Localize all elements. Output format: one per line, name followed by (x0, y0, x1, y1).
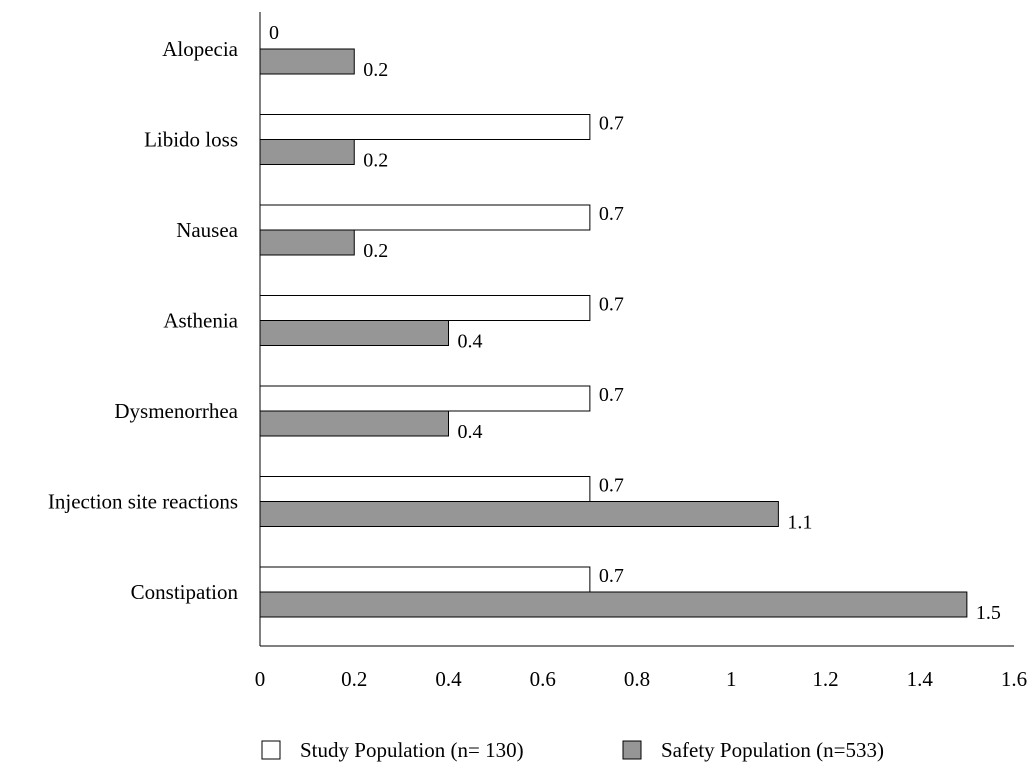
bar-constipation-series-1 (259, 566, 591, 593)
bar-label-injection-site-reactions-series-2: 1.1 (787, 512, 812, 534)
bar-label-alopecia-series-2: 0.2 (363, 59, 388, 81)
x-tick-label-6: 1.2 (812, 667, 838, 691)
category-label-constipation: Constipation (131, 580, 239, 604)
legend-swatch-series-1 (261, 740, 281, 760)
bar-label-nausea-series-1: 0.7 (599, 203, 624, 225)
category-label-alopecia: Alopecia (162, 37, 238, 61)
bar-constipation-series-2 (259, 591, 968, 618)
legend: Study Population (n= 130) Safety Populati… (261, 738, 884, 762)
bar-dysmenorrhea-series-2 (259, 410, 449, 437)
bars-layer (259, 48, 968, 618)
bar-asthenia-series-1 (259, 295, 591, 321)
category-label-dysmenorrhea: Dysmenorrhea (114, 399, 238, 423)
bar-label-asthenia-series-1: 0.7 (599, 294, 624, 316)
category-label-libido-loss: Libido loss (144, 128, 238, 152)
bar-nausea-series-1 (259, 204, 591, 231)
bar-label-constipation-series-2: 1.5 (976, 602, 1001, 624)
category-label-asthenia: Asthenia (163, 309, 238, 333)
bar-label-libido-loss-series-1: 0.7 (599, 113, 624, 135)
bar-label-nausea-series-2: 0.2 (363, 240, 388, 262)
x-tick-label-1: 0.2 (341, 667, 367, 691)
bar-label-alopecia-series-1: 0 (269, 22, 279, 44)
x-tick-labels-layer: 0 0.2 0.4 0.6 0.8 1 1.2 1.4 1.6 (255, 667, 1027, 691)
category-label-nausea: Nausea (176, 218, 238, 242)
x-tick-label-2: 0.4 (435, 667, 462, 691)
bar-nausea-series-2 (259, 229, 355, 256)
bar-injection-site-reactions-series-1 (259, 476, 591, 502)
bar-libido-loss-series-1 (259, 114, 591, 140)
x-tick-label-3: 0.6 (530, 667, 556, 691)
bar-injection-site-reactions-series-2 (259, 501, 779, 527)
x-tick-label-0: 0 (255, 667, 266, 691)
bar-asthenia-series-2 (259, 320, 449, 346)
legend-label-series-1: Study Population (n= 130) (300, 738, 524, 762)
bar-label-dysmenorrhea-series-1: 0.7 (599, 384, 624, 406)
legend-swatch-series-2 (622, 740, 642, 760)
bar-label-libido-loss-series-2: 0.2 (363, 150, 388, 172)
legend-label-series-2: Safety Population (n=533) (661, 738, 884, 762)
bar-dysmenorrhea-series-1 (259, 385, 591, 412)
x-tick-label-5: 1 (726, 667, 737, 691)
category-label-injection-site-reactions: Injection site reactions (48, 490, 238, 514)
bar-libido-loss-series-2 (259, 139, 355, 165)
bar-label-asthenia-series-2: 0.4 (458, 331, 483, 353)
bar-label-constipation-series-1: 0.7 (599, 565, 624, 587)
category-labels-layer: Alopecia Libido loss Nausea Asthenia Dysmeno… (48, 37, 239, 604)
x-tick-label-4: 0.8 (624, 667, 650, 691)
bar-labels-layer: 0 0.2 0.7 0.2 0.7 0.2 0.7 0.4 0.7 0.4 0.7 1.1 0.7 1.5 (269, 22, 1001, 624)
bar-alopecia-series-2 (259, 48, 355, 75)
bar-label-dysmenorrhea-series-2: 0.4 (458, 421, 483, 443)
x-tick-label-7: 1.4 (907, 667, 934, 691)
x-tick-label-8: 1.6 (1001, 667, 1027, 691)
bar-label-injection-site-reactions-series-1: 0.7 (599, 475, 624, 497)
